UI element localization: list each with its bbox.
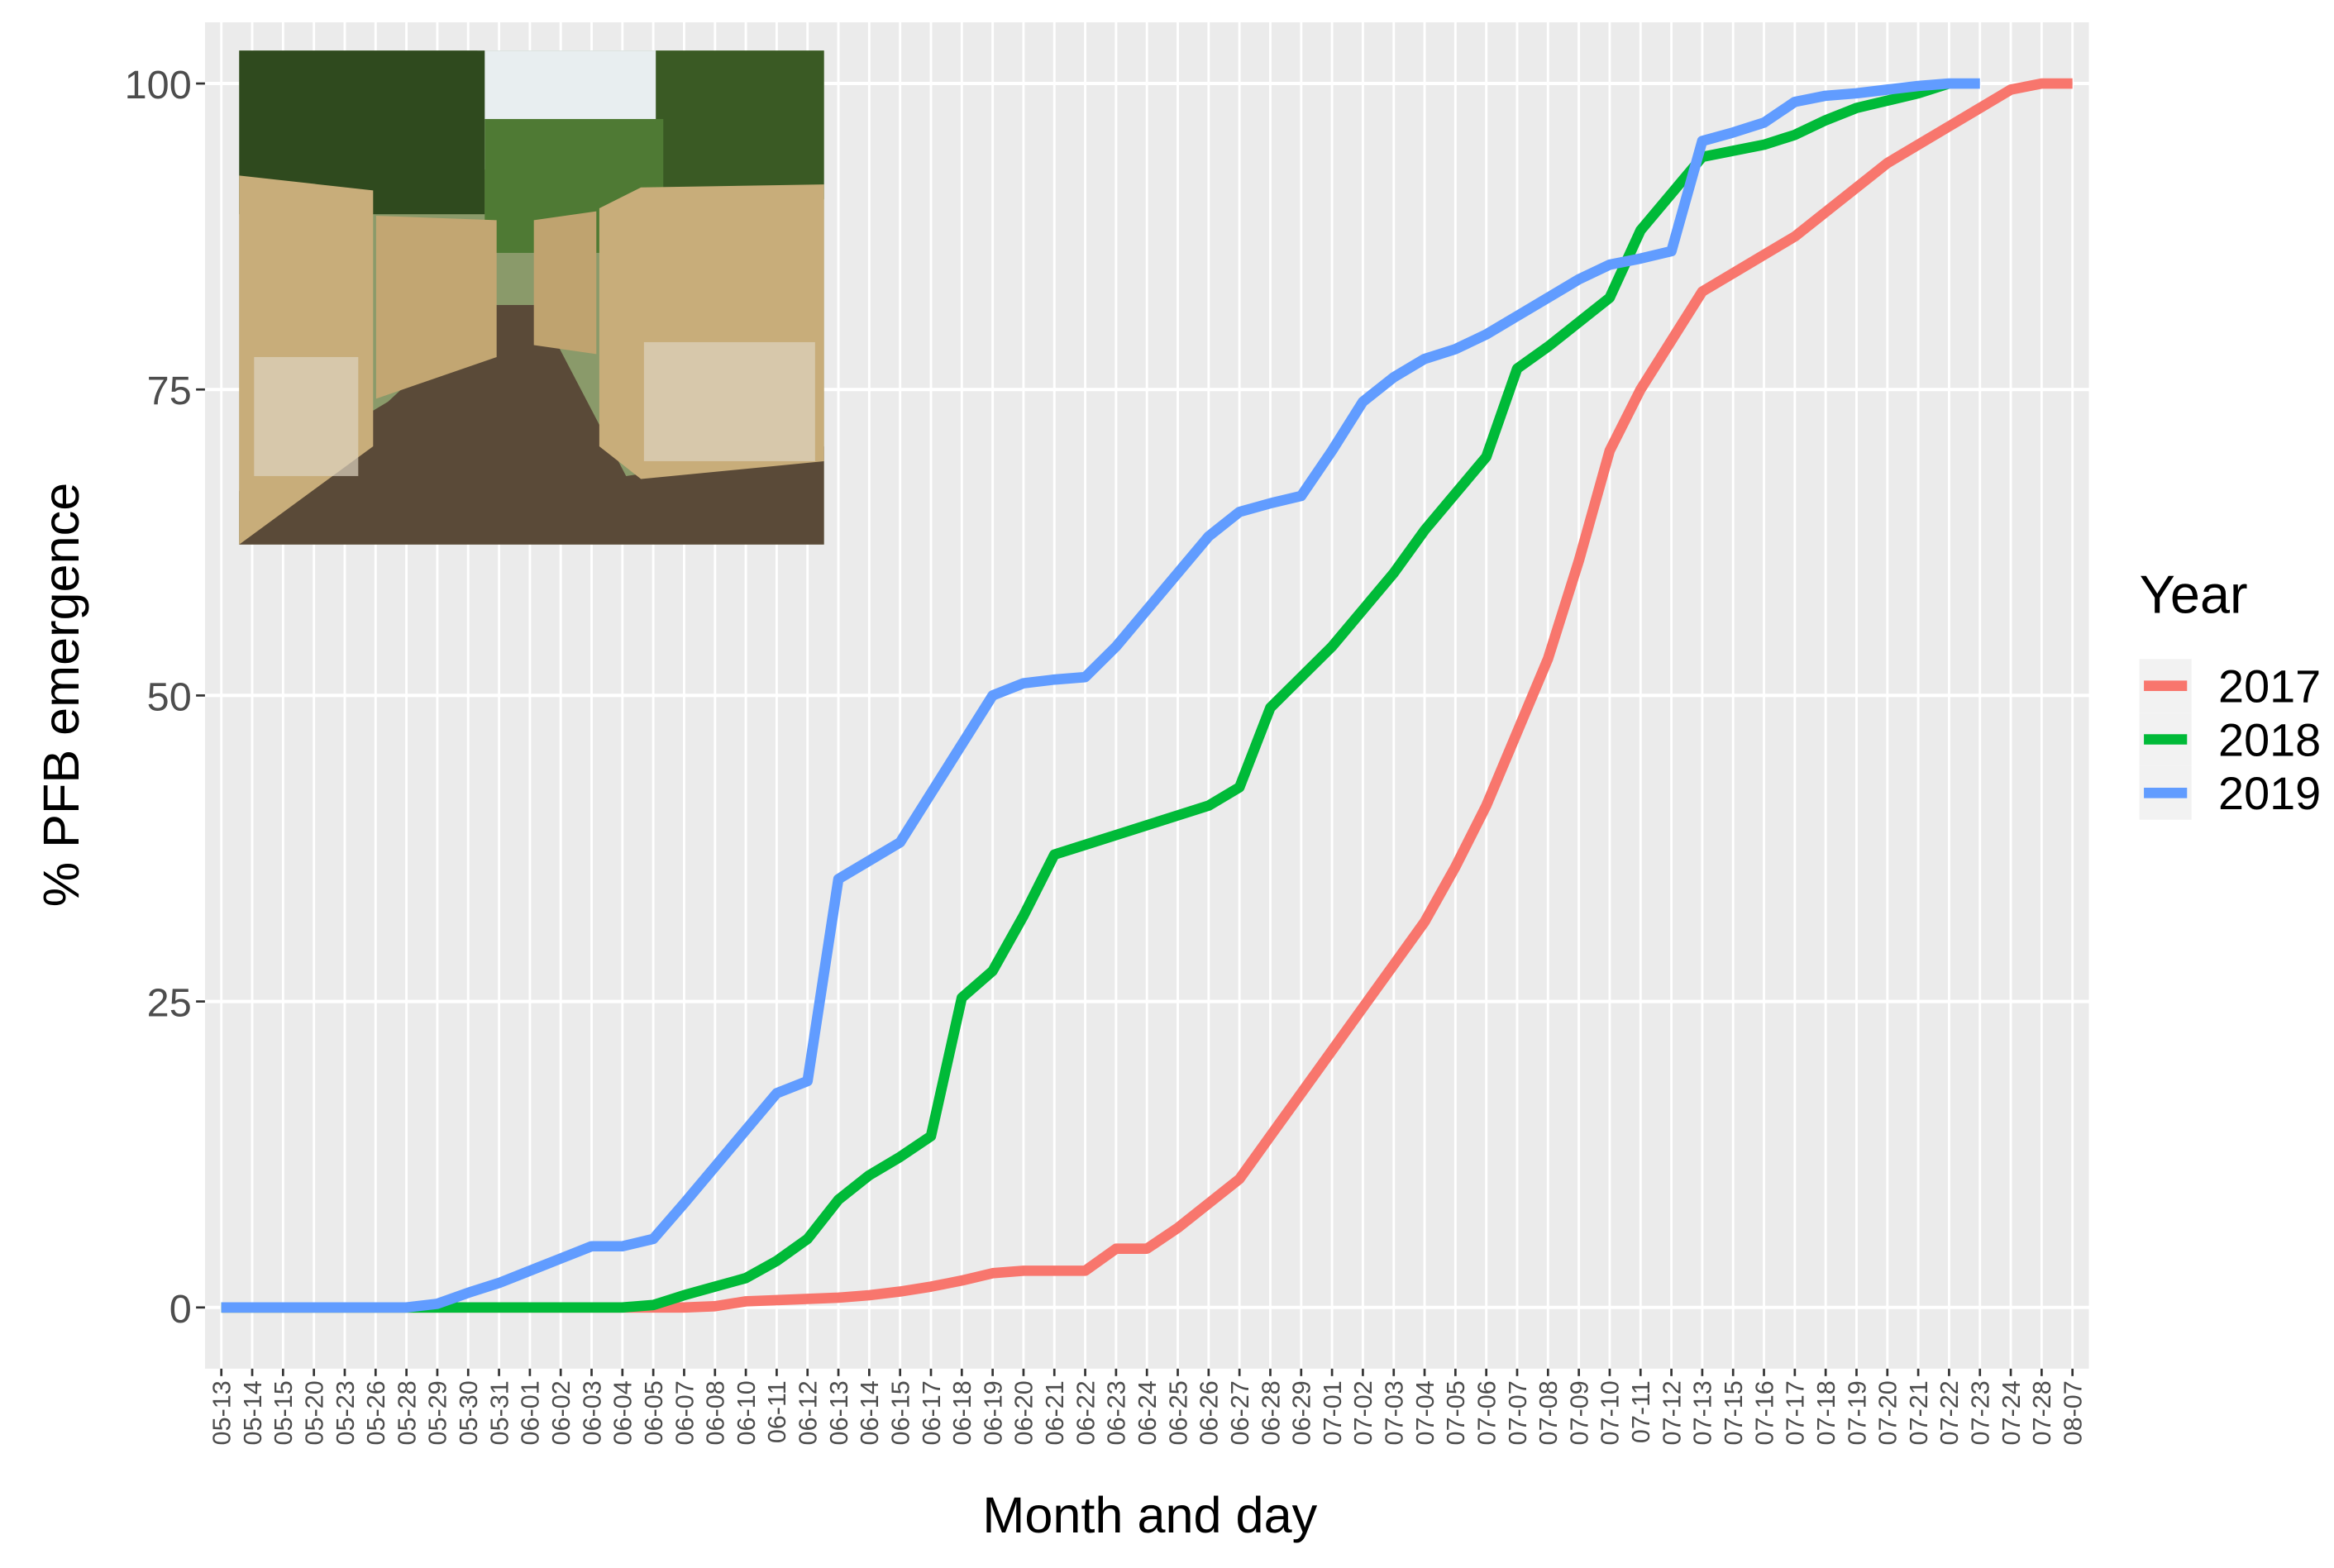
- legend-label: 2018: [2218, 713, 2321, 765]
- x-tick-label: 06-01: [517, 1380, 545, 1445]
- x-tick-label: 08-07: [2059, 1380, 2087, 1445]
- x-tick-label: 05-14: [239, 1380, 267, 1445]
- x-tick-label: 06-04: [609, 1380, 637, 1445]
- x-tick-label: 07-03: [1381, 1380, 1409, 1445]
- inset-photo: [239, 50, 823, 545]
- x-tick-label: 06-03: [578, 1380, 606, 1445]
- x-tick-label: 06-13: [825, 1380, 853, 1445]
- x-tick-label: 06-14: [856, 1380, 884, 1445]
- x-tick-label: 05-20: [300, 1380, 328, 1445]
- x-tick-label: 07-19: [1843, 1380, 1871, 1445]
- x-tick-label: 07-17: [1782, 1380, 1810, 1445]
- x-tick-label: 06-25: [1164, 1380, 1192, 1445]
- x-tick-label: 06-05: [640, 1380, 668, 1445]
- x-tick-label: 06-22: [1072, 1380, 1100, 1445]
- y-tick-label: 0: [169, 1287, 192, 1332]
- legend-label: 2017: [2218, 660, 2321, 713]
- y-tick-label: 75: [147, 369, 192, 413]
- x-tick-label: 07-18: [1812, 1380, 1840, 1445]
- x-tick-label: 05-26: [362, 1380, 390, 1445]
- x-tick-label: 07-06: [1472, 1380, 1501, 1445]
- x-tick-label: 06-11: [763, 1380, 791, 1443]
- x-tick-label: 06-02: [547, 1380, 575, 1445]
- x-tick-label: 06-27: [1226, 1380, 1254, 1445]
- legend-label: 2019: [2218, 767, 2321, 819]
- x-tick-label: 06-24: [1134, 1380, 1162, 1445]
- x-tick-label: 06-28: [1257, 1380, 1285, 1445]
- y-tick-label: 50: [147, 674, 192, 719]
- x-tick-label: 07-23: [1967, 1380, 1995, 1445]
- x-tick-label: 06-15: [886, 1380, 914, 1445]
- x-tick-label: 05-13: [208, 1380, 236, 1445]
- x-tick-label: 07-10: [1597, 1380, 1625, 1445]
- x-tick-label: 07-07: [1504, 1380, 1532, 1445]
- y-axis-title: % PFB emergence: [33, 483, 89, 908]
- y-tick-label: 25: [147, 981, 192, 1026]
- x-tick-label: 06-07: [671, 1380, 699, 1445]
- legend-title: Year: [2140, 565, 2248, 625]
- x-tick-label: 07-13: [1689, 1380, 1717, 1445]
- x-tick-label: 07-04: [1411, 1380, 1439, 1445]
- x-tick-label: 06-10: [733, 1380, 761, 1445]
- x-tick-label: 07-08: [1535, 1380, 1563, 1445]
- x-tick-label: 06-18: [948, 1380, 976, 1445]
- chart: 0 25 50 75 100 05-1305-1405-1505-2005-2305-26…: [0, 0, 2334, 1568]
- x-tick-label: 06-12: [795, 1380, 823, 1445]
- x-tick-label: 05-23: [332, 1380, 360, 1445]
- x-tick-label: 07-11: [1627, 1380, 1655, 1443]
- x-tick-label: 07-20: [1874, 1380, 1902, 1445]
- x-tick-label: 06-29: [1288, 1380, 1316, 1445]
- x-tick-label: 07-02: [1349, 1380, 1377, 1445]
- x-tick-label: 07-21: [1905, 1380, 1933, 1445]
- x-tick-label: 07-22: [1935, 1380, 1964, 1445]
- x-tick-label: 07-16: [1750, 1380, 1778, 1445]
- x-tick-label: 06-08: [702, 1380, 730, 1445]
- x-tick-label: 06-26: [1196, 1380, 1224, 1445]
- x-tick-label: 07-28: [2028, 1380, 2056, 1445]
- x-tick-label: 05-29: [424, 1380, 452, 1445]
- x-tick-label: 05-28: [393, 1380, 421, 1445]
- x-tick-label: 05-15: [270, 1380, 298, 1445]
- x-tick-label: 06-20: [1010, 1380, 1038, 1445]
- x-tick-label: 06-17: [918, 1380, 946, 1445]
- x-tick-label: 05-31: [485, 1380, 513, 1445]
- x-tick-label: 07-24: [1998, 1380, 2026, 1445]
- x-axis-title: Month and day: [982, 1487, 1317, 1543]
- x-tick-label: 07-05: [1442, 1380, 1470, 1445]
- x-tick-label: 07-15: [1720, 1380, 1748, 1445]
- x-tick-label: 07-09: [1565, 1380, 1593, 1445]
- x-tick-label: 05-30: [455, 1380, 483, 1445]
- x-tick-label: 06-21: [1041, 1380, 1069, 1445]
- x-tick-label: 07-01: [1319, 1380, 1347, 1445]
- x-tick-label: 07-12: [1658, 1380, 1686, 1445]
- x-tick-label: 06-19: [979, 1380, 1007, 1445]
- x-tick-label: 06-23: [1103, 1380, 1131, 1445]
- y-tick-label: 100: [125, 63, 192, 107]
